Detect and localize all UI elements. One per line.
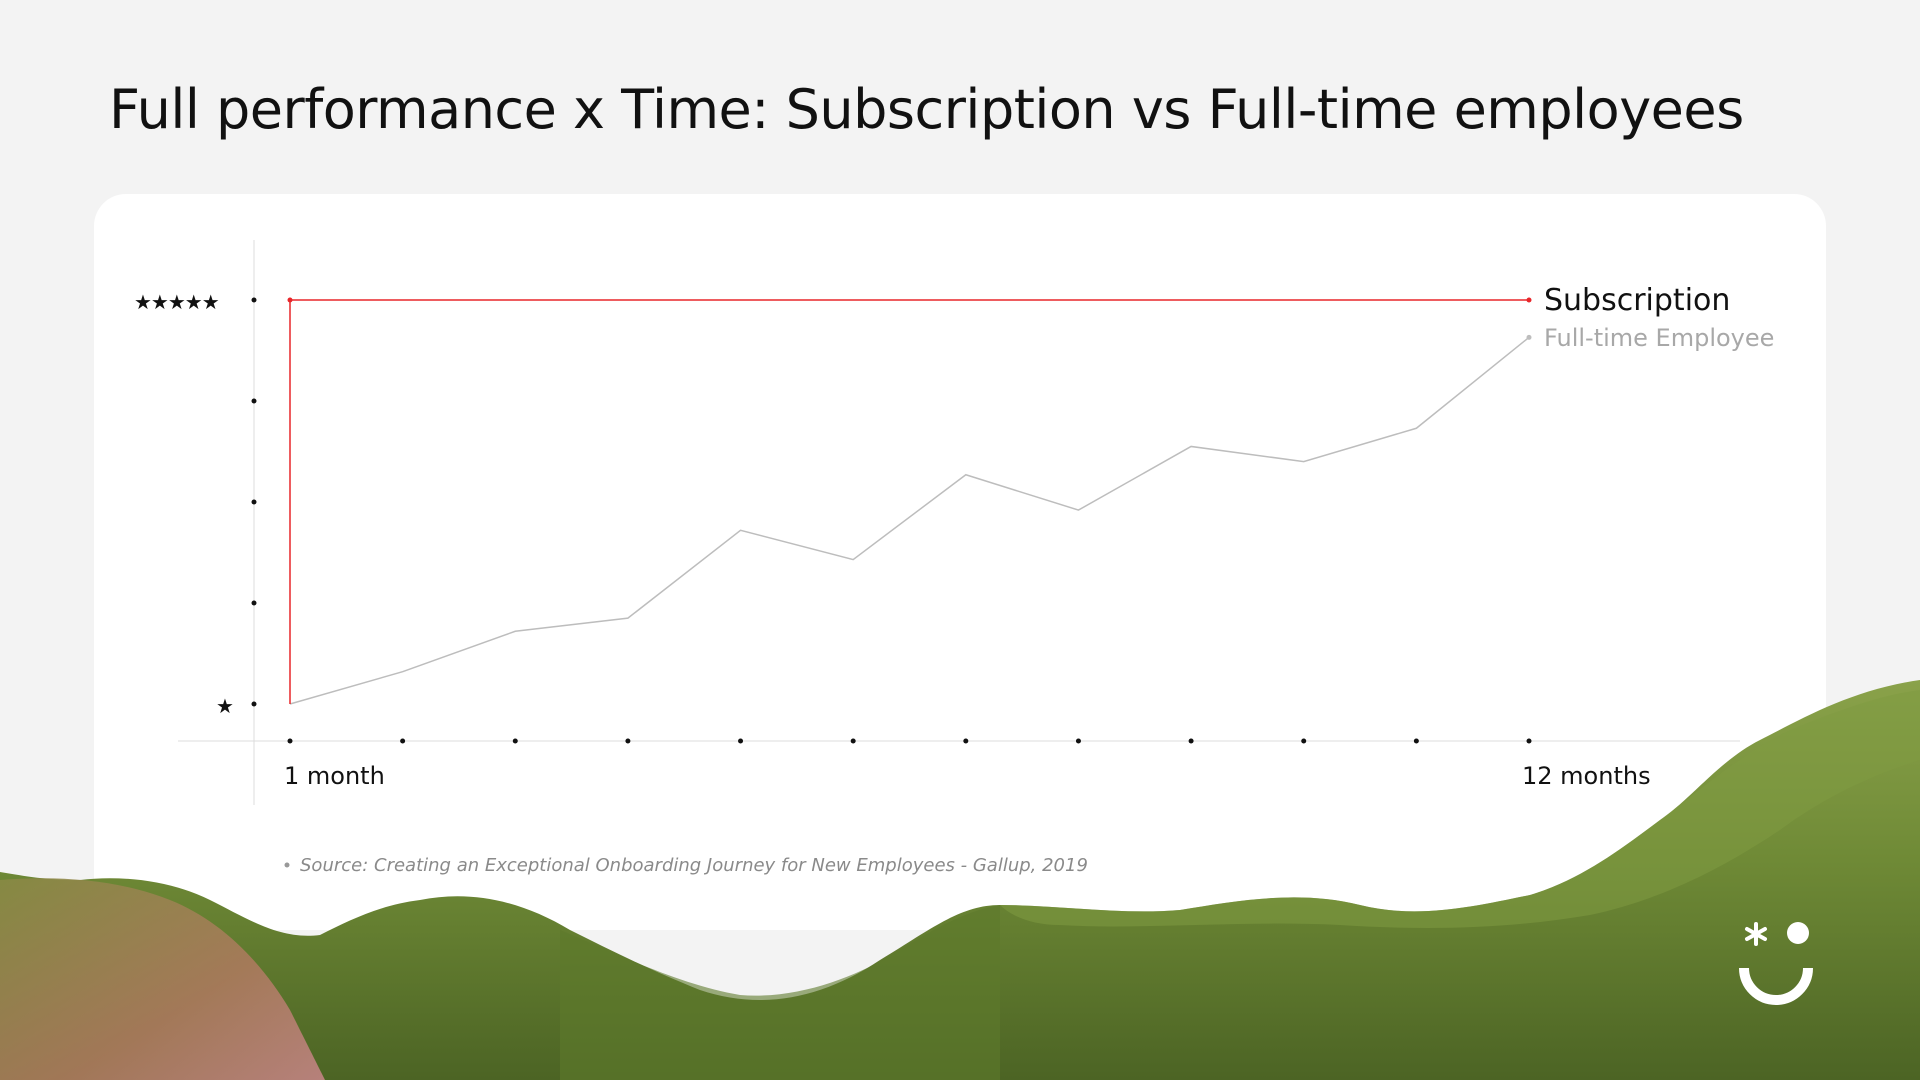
x-tick-dot	[1413, 738, 1419, 744]
x-tick-dot	[1526, 738, 1532, 744]
y-tick-dot	[251, 297, 257, 303]
subscription-end-point	[1526, 297, 1532, 303]
subscription-start-point	[287, 297, 293, 303]
x-tick-dot	[1188, 738, 1194, 744]
x-tick-dot	[512, 738, 518, 744]
x-tick-dot	[1301, 738, 1307, 744]
page-title: Full performance x Time: Subscription vs…	[109, 78, 1744, 141]
source-bullet	[284, 862, 290, 868]
five-stars-icon: ★★★★★	[134, 290, 219, 314]
x-tick-dot	[400, 738, 406, 744]
x-tick-dot	[738, 738, 744, 744]
y-tick-dot	[251, 600, 257, 606]
full-time-end-point	[1526, 334, 1532, 340]
x-tick-dot	[287, 738, 293, 744]
source-note: Source: Creating an Exceptional Onboardi…	[300, 855, 1088, 876]
series-full-time-employee-line	[289, 336, 1530, 705]
y-tick-dot	[251, 499, 257, 505]
x-tick-dot	[963, 738, 969, 744]
x-tick-label-start: 1 month	[284, 762, 385, 790]
x-tick-dot	[625, 738, 631, 744]
x-axis-ticks	[287, 738, 1532, 744]
one-star-icon: ★	[216, 694, 234, 718]
y-tick-dot	[251, 701, 257, 707]
smiley-logo-icon	[1739, 922, 1813, 1005]
legend-subscription: Subscription	[1544, 283, 1730, 318]
x-tick-dot	[850, 738, 856, 744]
x-tick-dot	[1075, 738, 1081, 744]
x-tick-label-end: 12 months	[1522, 762, 1651, 790]
series-subscription-line	[289, 299, 1529, 704]
y-tick-dot	[251, 398, 257, 404]
legend-full-time-employee: Full-time Employee	[1544, 324, 1774, 352]
y-axis-ticks	[251, 297, 257, 707]
